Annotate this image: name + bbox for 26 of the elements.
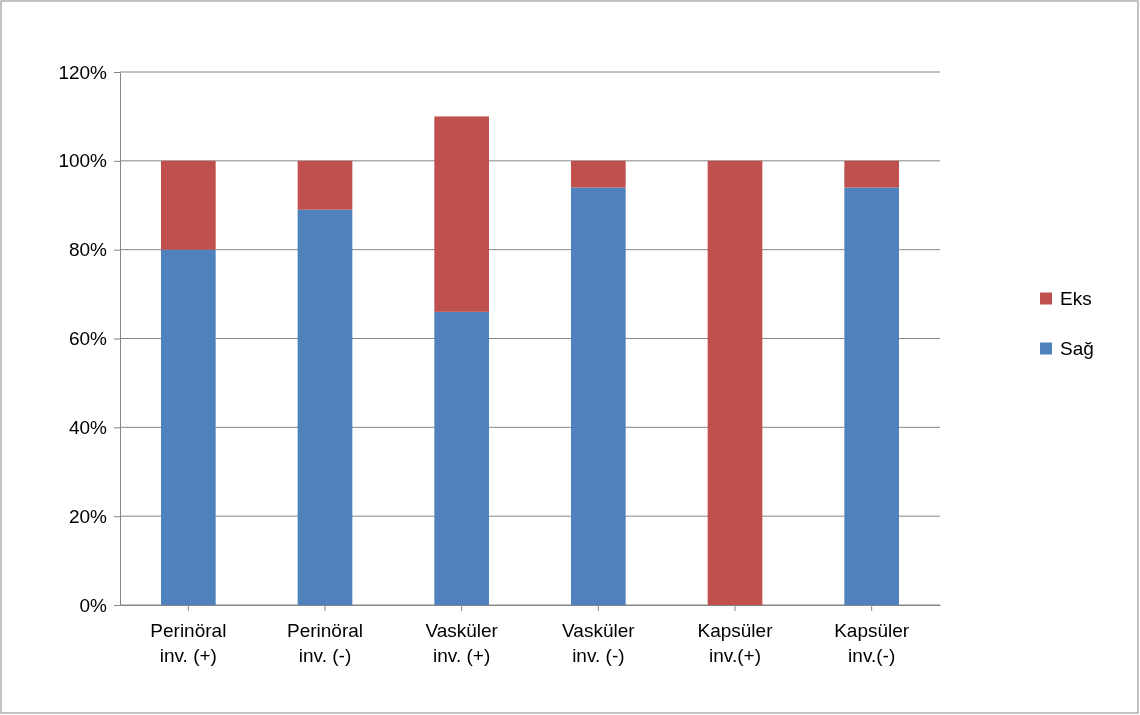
y-tick-label: 40% [68, 416, 108, 438]
bar [297, 209, 353, 605]
legend-label: Sağ [1060, 337, 1094, 359]
bar [571, 160, 626, 188]
bar [844, 160, 899, 188]
y-tick-label: 20% [68, 505, 108, 527]
x-tick-label: Vasküler inv. (-) [562, 619, 636, 666]
x-tick-label: Perinöral inv. (+) [150, 619, 227, 666]
bar [161, 249, 216, 605]
y-tick-label: 0% [79, 594, 108, 616]
x-tick-label: Kapsüler inv.(-) [834, 619, 910, 666]
y-tick-label: 80% [68, 239, 108, 261]
y-tick-label: 120% [58, 61, 108, 83]
bar [844, 187, 899, 605]
bar [297, 160, 353, 210]
y-tick-label: 100% [58, 150, 108, 172]
x-tick-label: Vasküler inv. (+) [425, 619, 499, 666]
legend-label: Eks [1060, 287, 1092, 309]
x-tick-label: Kapsüler inv.(+) [697, 619, 774, 666]
x-tick-label: Perinöral inv. (-) [286, 619, 364, 666]
y-tick-label: 60% [68, 328, 108, 350]
bar [571, 187, 626, 605]
bar [434, 116, 489, 312]
bar [707, 160, 763, 605]
bar [434, 311, 489, 605]
bar [161, 160, 216, 250]
